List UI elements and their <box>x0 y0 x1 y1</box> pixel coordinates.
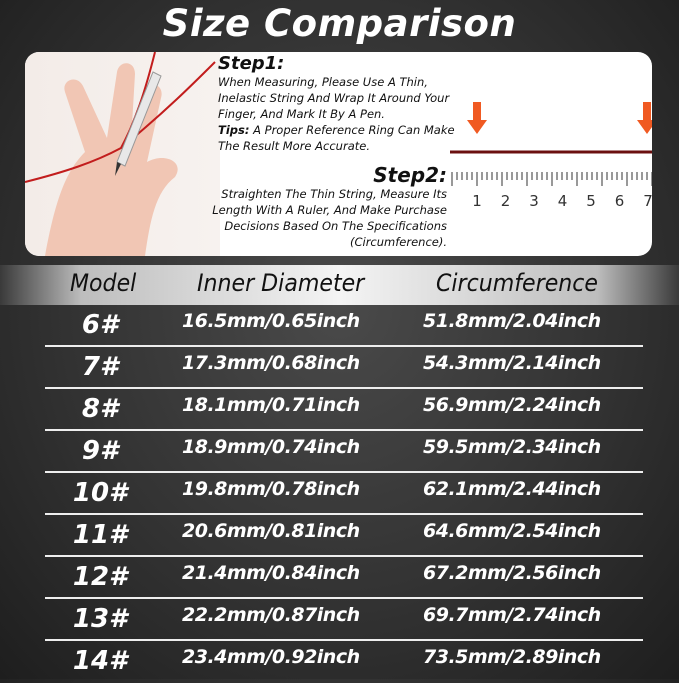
ruler-number: 7 <box>643 192 652 210</box>
row-divider <box>45 387 643 389</box>
inner-diameter-cell: 22.2mm/0.87inch <box>182 604 360 626</box>
table-row: 6# 16.5mm/0.65inch 51.8mm/2.04inch <box>0 305 679 347</box>
header-circumference: Circumference <box>436 269 599 297</box>
inner-diameter-cell: 20.6mm/0.81inch <box>182 520 360 542</box>
inner-diameter-cell: 18.1mm/0.71inch <box>182 394 360 416</box>
step2-title: Step2: <box>373 163 447 187</box>
arrow-down-icon <box>637 102 652 134</box>
ruler-number: 3 <box>529 192 539 210</box>
arrow-down-icon <box>467 102 487 134</box>
circumference-cell: 56.9mm/2.24inch <box>423 394 601 416</box>
step2-block: Step2: Straighten The Thin String, Measu… <box>205 164 447 250</box>
circumference-cell: 69.7mm/2.74inch <box>423 604 601 626</box>
tips-text: A Proper Reference Ring Can Make The Res… <box>218 123 455 153</box>
step1-title: Step1: <box>218 53 285 74</box>
row-divider <box>45 471 643 473</box>
tips-label: Tips: <box>218 123 250 137</box>
model-cell: 10# <box>72 478 128 508</box>
row-divider <box>45 597 643 599</box>
table-row: 9# 18.9mm/0.74inch 59.5mm/2.34inch <box>0 431 679 473</box>
circumference-cell: 51.8mm/2.04inch <box>423 310 601 332</box>
model-cell: 13# <box>72 604 128 634</box>
table-row: 14# 23.4mm/0.92inch 73.5mm/2.89inch <box>0 641 679 683</box>
circumference-cell: 67.2mm/2.56inch <box>423 562 601 584</box>
table-header: Model Inner Diameter Circumference <box>0 265 679 305</box>
table-row: 12# 21.4mm/0.84inch 67.2mm/2.56inch <box>0 557 679 599</box>
table-row: 11# 20.6mm/0.81inch 64.6mm/2.54inch <box>0 515 679 557</box>
row-divider <box>45 513 643 515</box>
ruler-number: 1 <box>472 192 482 210</box>
circumference-cell: 73.5mm/2.89inch <box>423 646 601 668</box>
inner-diameter-cell: 19.8mm/0.78inch <box>182 478 360 500</box>
model-cell: 8# <box>81 394 119 424</box>
row-divider <box>45 639 643 641</box>
table-row: 8# 18.1mm/0.71inch 56.9mm/2.24inch <box>0 389 679 431</box>
circumference-cell: 62.1mm/2.44inch <box>423 478 601 500</box>
ruler-number: 4 <box>558 192 568 210</box>
ruler-number: 5 <box>586 192 596 210</box>
table-row: 7# 17.3mm/0.68inch 54.3mm/2.14inch <box>0 347 679 389</box>
model-cell: 6# <box>81 310 119 340</box>
table-row: 13# 22.2mm/0.87inch 69.7mm/2.74inch <box>0 599 679 641</box>
page-title: Size Comparison <box>162 2 517 45</box>
header-model: Model <box>70 269 137 297</box>
model-cell: 7# <box>81 352 119 382</box>
step2-text: Straighten The Thin String, Measure Its … <box>212 187 447 249</box>
hand-measuring-photo <box>25 52 220 256</box>
step1-text: When Measuring, Please Use A Thin, Inela… <box>218 75 450 121</box>
inner-diameter-cell: 16.5mm/0.65inch <box>182 310 360 332</box>
row-divider <box>45 429 643 431</box>
model-cell: 9# <box>81 436 119 466</box>
circumference-cell: 59.5mm/2.34inch <box>423 436 601 458</box>
row-divider <box>45 345 643 347</box>
inner-diameter-cell: 18.9mm/0.74inch <box>182 436 360 458</box>
instruction-card: Step1: When Measuring, Please Use A Thin… <box>25 52 652 256</box>
circumference-cell: 64.6mm/2.54inch <box>423 520 601 542</box>
inner-diameter-cell: 23.4mm/0.92inch <box>182 646 360 668</box>
inner-diameter-cell: 21.4mm/0.84inch <box>182 562 360 584</box>
circumference-cell: 54.3mm/2.14inch <box>423 352 601 374</box>
model-cell: 11# <box>72 520 128 550</box>
ruler-number: 2 <box>501 192 511 210</box>
model-cell: 14# <box>72 646 128 676</box>
ruler-number: 6 <box>615 192 625 210</box>
step1-block: Step1: When Measuring, Please Use A Thin… <box>218 54 463 154</box>
header-inner-diameter: Inner Diameter <box>197 269 365 297</box>
table-row: 10# 19.8mm/0.78inch 62.1mm/2.44inch <box>0 473 679 515</box>
model-cell: 12# <box>72 562 128 592</box>
row-divider <box>45 555 643 557</box>
inner-diameter-cell: 17.3mm/0.68inch <box>182 352 360 374</box>
